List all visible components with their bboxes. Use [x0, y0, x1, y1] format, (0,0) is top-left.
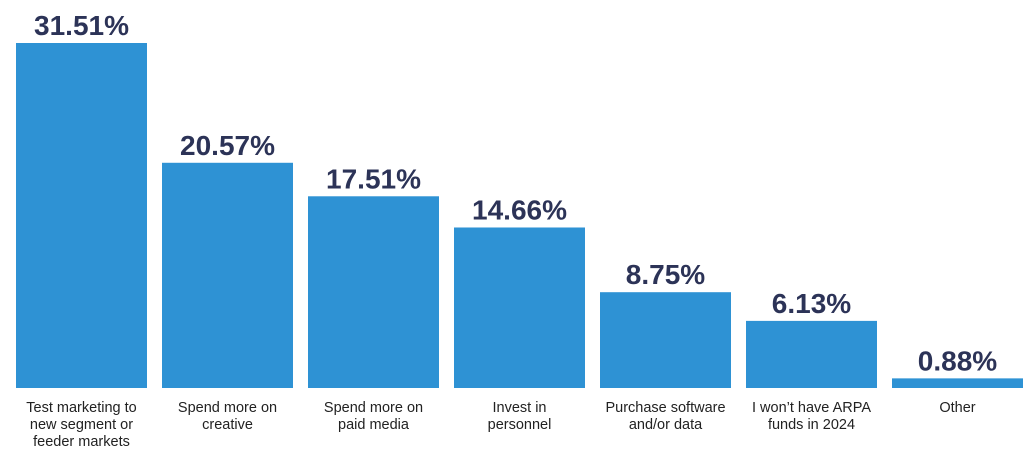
category-label-line: paid media [338, 417, 410, 433]
category-label-4: Purchase software and/or data [605, 400, 725, 433]
category-label-1: Spend more on creative [178, 400, 277, 433]
bar-0 [16, 43, 147, 388]
bar-3 [454, 227, 585, 388]
category-label-line: creative [202, 417, 253, 433]
value-label-4: 8.75% [626, 259, 705, 290]
category-labels-layer: Test marketing to new segment or feeder ma… [26, 400, 976, 450]
category-label-5: I won’t have ARPA funds in 2024 [752, 400, 871, 433]
category-label-line: funds in 2024 [768, 417, 855, 433]
bar-1 [162, 162, 293, 388]
category-label-line: feeder markets [33, 434, 130, 450]
category-label-line: Spend more on [324, 400, 423, 416]
category-label-line: Purchase software [605, 400, 725, 416]
value-label-3: 14.66% [472, 194, 567, 225]
category-label-line: new segment or [30, 417, 133, 433]
category-label-line: Test marketing to [26, 400, 136, 416]
category-label-3: Invest in personnel [488, 400, 552, 433]
value-label-6: 0.88% [918, 345, 997, 376]
category-label-line: I won’t have ARPA [752, 400, 871, 416]
bar-2 [308, 196, 439, 388]
value-label-0: 31.51% [34, 10, 129, 41]
category-label-line: Other [939, 400, 975, 416]
category-label-0: Test marketing to new segment or feeder ma… [26, 400, 136, 450]
bar-5 [746, 320, 877, 388]
bar-4 [600, 292, 731, 388]
value-label-1: 20.57% [180, 130, 275, 161]
category-label-line: personnel [488, 417, 552, 433]
category-label-6: Other [939, 400, 975, 416]
category-label-2: Spend more on paid media [324, 400, 423, 433]
value-label-5: 6.13% [772, 288, 851, 319]
category-label-line: and/or data [629, 417, 703, 433]
bar-6 [892, 378, 1023, 388]
value-labels-layer: 31.51% 20.57% 17.51% 14.66% 8.75% 6.13% 0.88% [34, 10, 997, 376]
category-label-line: Spend more on [178, 400, 277, 416]
category-label-line: Invest in [493, 400, 547, 416]
value-label-2: 17.51% [326, 163, 421, 194]
bars-layer [16, 43, 1023, 388]
